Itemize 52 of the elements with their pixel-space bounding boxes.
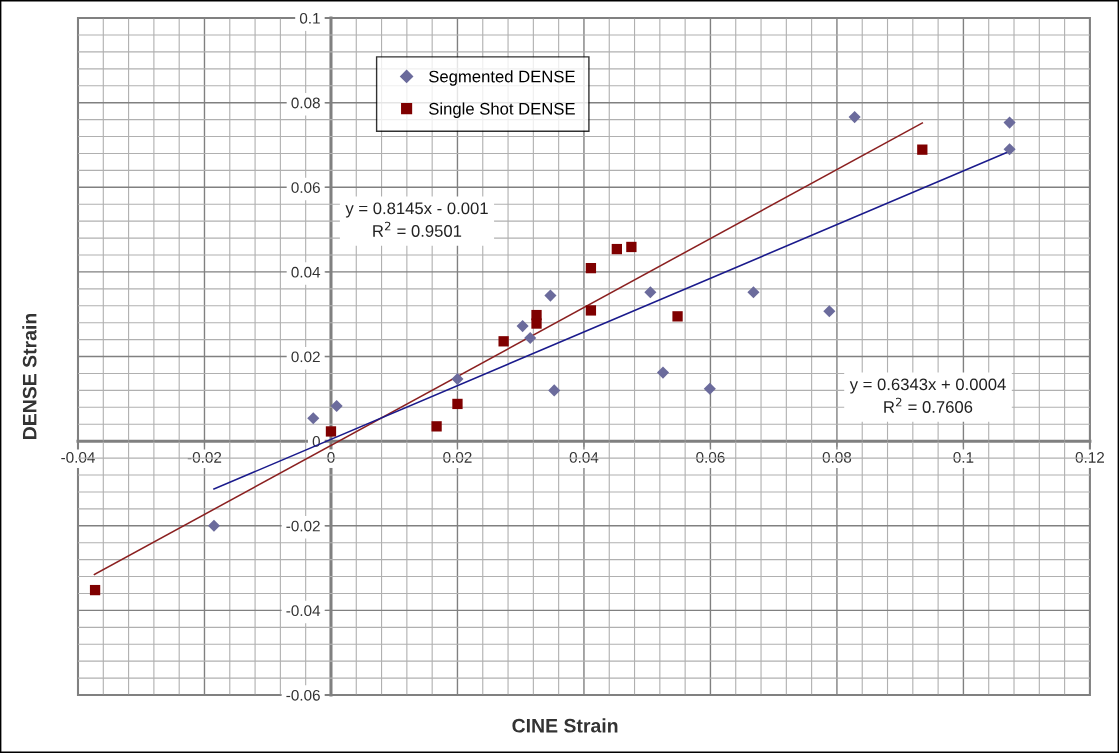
point <box>917 144 928 155</box>
y-tick-label: 0.1 <box>299 12 320 24</box>
point <box>307 412 320 425</box>
point <box>585 262 597 274</box>
x-axis-title: CINE Strain <box>512 718 618 733</box>
point <box>89 584 101 596</box>
y-tick-label: 0.06 <box>291 182 320 193</box>
legend-label: Segmented DENSE <box>429 70 575 86</box>
point <box>431 421 442 432</box>
point <box>207 519 221 532</box>
point <box>451 372 464 386</box>
x-tick-label: 0.12 <box>1075 451 1105 463</box>
x-tick-label: -0.04 <box>61 451 95 463</box>
point <box>703 382 716 395</box>
point <box>325 426 337 437</box>
point <box>1003 143 1016 156</box>
point <box>531 318 542 329</box>
annotation: y = 0.6343x + 0.0004 R$^{2}$ = 0.7606 <box>849 378 1006 413</box>
point <box>524 331 537 344</box>
point <box>330 399 343 413</box>
point <box>585 305 597 316</box>
point <box>611 243 622 255</box>
point <box>672 311 683 322</box>
point <box>644 286 657 299</box>
point <box>848 111 861 124</box>
point <box>747 286 760 299</box>
annotation: y = 0.8145x - 0.001 R$^{2}$ = 0.9501 <box>345 202 488 237</box>
y-tick-label: -0.06 <box>286 689 320 701</box>
point <box>626 241 637 253</box>
x-tick-label: 0 <box>327 451 335 463</box>
y-tick-label: -0.02 <box>286 520 320 532</box>
x-tick-label: 0.02 <box>443 451 472 463</box>
legend-label: Single Shot DENSE <box>429 102 575 118</box>
x-tick-label: 0.1 <box>953 451 974 463</box>
y-tick-label: 0.08 <box>291 97 320 109</box>
point <box>656 366 670 379</box>
y-tick-label: 0 <box>312 436 320 447</box>
point <box>823 305 836 318</box>
point <box>1003 116 1016 129</box>
y-tick-label: -0.04 <box>286 605 321 617</box>
point <box>548 384 561 397</box>
point <box>516 320 529 333</box>
x-tick-label: 0.06 <box>696 451 725 463</box>
x-tick-label: -0.02 <box>187 451 222 463</box>
y-tick-label: 0.04 <box>291 266 321 278</box>
y-tick-label: 0.02 <box>291 351 320 363</box>
point <box>452 398 463 410</box>
point <box>544 289 557 302</box>
y-axis-title: DENSE Strain <box>22 313 37 439</box>
x-tick-label: 0.04 <box>569 451 599 463</box>
point <box>498 336 509 347</box>
x-tick-label: 0.08 <box>822 451 852 463</box>
